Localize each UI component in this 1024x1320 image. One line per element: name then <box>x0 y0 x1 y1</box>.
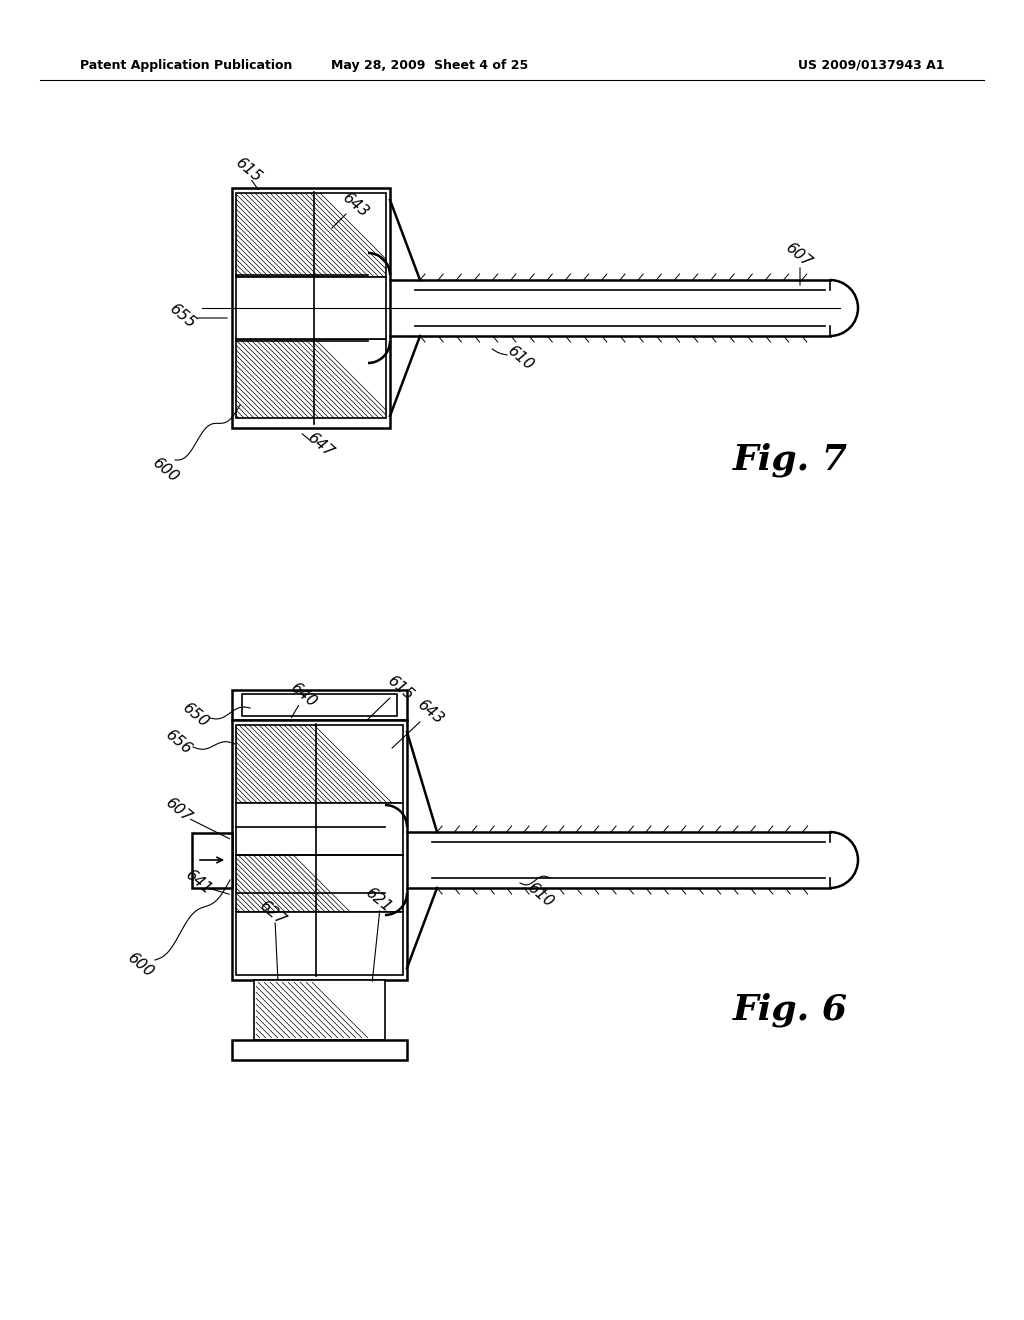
Bar <box>232 719 407 979</box>
Bar <box>254 979 385 1040</box>
Bar <box>232 690 407 719</box>
Text: 607: 607 <box>162 795 194 825</box>
Text: 655: 655 <box>166 301 198 331</box>
Bar <box>236 193 386 277</box>
Bar <box>256 982 383 1038</box>
Text: Fig. 7: Fig. 7 <box>732 442 848 478</box>
Bar <box>236 339 386 418</box>
Bar <box>236 725 403 803</box>
Text: May 28, 2009  Sheet 4 of 25: May 28, 2009 Sheet 4 of 25 <box>332 58 528 71</box>
Bar <box>236 855 403 912</box>
Text: 615: 615 <box>232 154 264 185</box>
Bar <box>236 912 403 975</box>
Bar <box>236 193 386 277</box>
Text: 615: 615 <box>384 673 416 704</box>
Text: 641: 641 <box>182 867 214 898</box>
Text: Fig. 6: Fig. 6 <box>732 993 848 1027</box>
Text: 647: 647 <box>304 430 336 461</box>
Text: 610: 610 <box>504 343 536 374</box>
Text: 621: 621 <box>361 884 394 915</box>
Text: 650: 650 <box>179 700 211 730</box>
Text: 600: 600 <box>124 950 156 981</box>
Bar <box>236 725 403 803</box>
Bar <box>236 855 403 912</box>
Bar <box>232 187 390 428</box>
Text: 640: 640 <box>287 680 319 710</box>
Text: 643: 643 <box>414 697 446 727</box>
Bar <box>232 1040 407 1060</box>
Bar <box>236 803 403 855</box>
Text: 627: 627 <box>256 898 288 928</box>
Text: 656: 656 <box>162 727 194 758</box>
Text: 610: 610 <box>524 880 556 911</box>
Bar <box>242 694 397 715</box>
Bar <box>193 833 232 887</box>
Bar <box>236 277 386 339</box>
Text: 643: 643 <box>339 190 371 220</box>
Text: Patent Application Publication: Patent Application Publication <box>80 58 293 71</box>
Text: 607: 607 <box>782 240 814 271</box>
Text: 600: 600 <box>148 455 181 486</box>
Bar <box>236 339 386 418</box>
Text: US 2009/0137943 A1: US 2009/0137943 A1 <box>798 58 944 71</box>
